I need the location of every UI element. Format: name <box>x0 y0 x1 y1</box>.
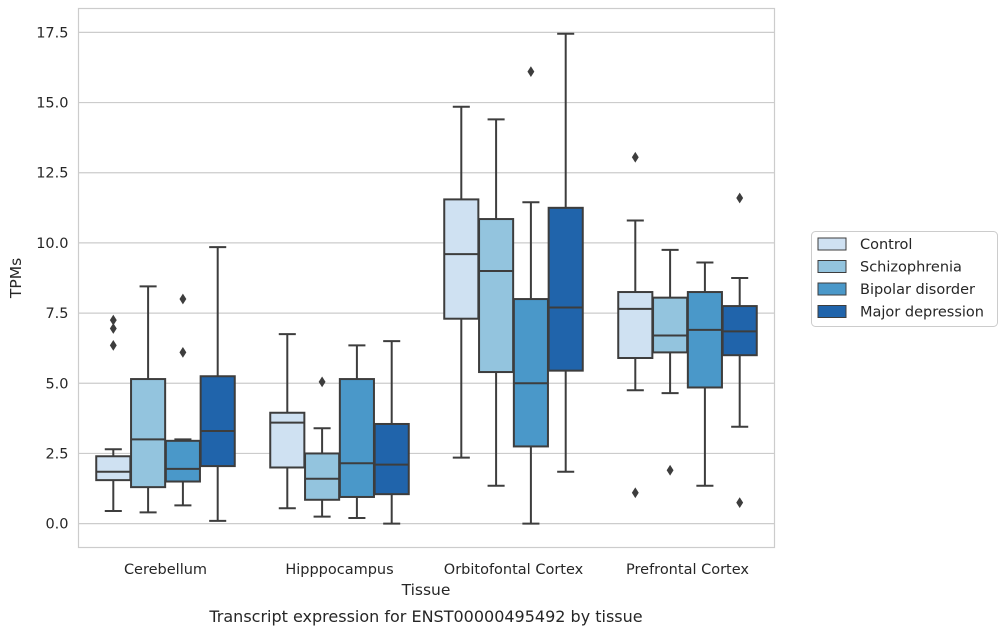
box-body <box>338 378 375 498</box>
outlier-marker <box>527 66 535 78</box>
y-tick-labels: 0.0 2.5 5.0 7.5 10.0 12.5 15.0 17.5 <box>36 25 68 532</box>
box-groups <box>95 32 758 525</box>
box-2-1 <box>478 118 515 487</box>
x-tick-label: Cerebellum <box>124 562 207 578</box>
y-axis-title: TPMs <box>7 258 25 299</box>
outlier-marker <box>631 487 639 499</box>
y-tick-label: 7.5 <box>45 306 68 322</box>
box-0-1 <box>130 285 167 514</box>
box-0-2 <box>164 293 201 507</box>
outlier-marker <box>109 323 117 334</box>
box-1-0 <box>269 333 306 510</box>
box-0-0 <box>95 314 132 513</box>
legend-label: Major depression <box>860 305 984 321</box>
box-0-3 <box>199 246 236 522</box>
y-tick-label: 10.0 <box>36 236 68 252</box>
y-tick-label: 15.0 <box>36 96 68 112</box>
box-1-1 <box>304 376 341 518</box>
box-3-0 <box>617 151 654 499</box>
box-3-3 <box>721 192 758 508</box>
legend-label: Control <box>860 237 912 253</box>
box-body <box>164 439 201 483</box>
x-tick-labels: Cerebellum Hipppocampus Orbitofontal Corte… <box>124 562 749 578</box>
y-tick-label: 5.0 <box>45 376 68 392</box>
x-tick-label: Orbitofontal Cortex <box>444 562 584 578</box>
outlier-marker <box>179 293 187 305</box>
box-2-0 <box>443 105 480 459</box>
outlier-marker <box>666 464 674 476</box>
box-2-2 <box>512 66 549 525</box>
y-tick-label: 0.0 <box>45 517 68 533</box>
y-tick-label: 17.5 <box>36 25 68 41</box>
box-body <box>617 291 654 360</box>
box-2-3 <box>547 32 584 473</box>
outlier-marker <box>318 376 326 388</box>
box-3-2 <box>686 261 723 487</box>
box-1-3 <box>373 340 410 525</box>
box-3-1 <box>652 248 689 476</box>
outlier-marker <box>736 497 744 508</box>
legend-swatch <box>817 237 847 251</box>
box-body <box>130 378 167 489</box>
chart-caption: Transcript expression for ENST0000049549… <box>208 607 642 626</box>
box-body <box>443 198 480 320</box>
box-body <box>304 452 341 501</box>
x-axis-title: Tissue <box>401 581 451 599</box>
box-body <box>512 298 549 448</box>
box-body <box>686 291 723 389</box>
outlier-marker <box>736 192 744 204</box>
box-body <box>269 411 306 469</box>
box-body <box>478 218 515 374</box>
legend-swatch <box>817 260 847 273</box>
box-body <box>95 455 132 482</box>
box-body <box>199 375 236 468</box>
y-tick-label: 12.5 <box>36 166 68 182</box>
x-tick-label: Hipppocampus <box>285 562 393 578</box>
legend-swatch <box>817 305 847 318</box>
legend-swatch <box>817 282 847 296</box>
outlier-marker <box>109 340 117 351</box>
box-body <box>373 422 410 496</box>
legend: Control Schizophrenia Bipolar disorder Majo… <box>811 231 998 327</box>
x-tick-label: Prefrontal Cortex <box>626 562 749 578</box>
box-body <box>652 296 689 354</box>
legend-frame <box>811 231 998 327</box>
legend-label: Bipolar disorder <box>860 282 975 298</box>
legend-label: Schizophrenia <box>860 260 962 276</box>
outlier-marker <box>631 151 639 163</box>
outlier-marker <box>179 347 187 358</box>
box-body <box>547 206 584 372</box>
y-tick-label: 2.5 <box>45 446 68 462</box>
box-1-2 <box>338 344 375 520</box>
outlier-marker <box>109 314 117 326</box>
